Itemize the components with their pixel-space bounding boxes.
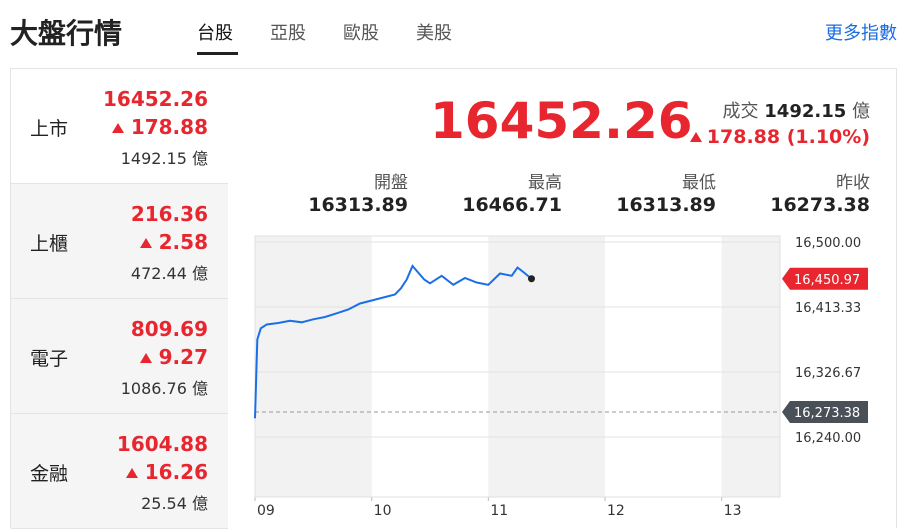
market-price: 809.69 [130,317,208,341]
market-change: 16.26 [125,460,208,484]
last-point [528,275,535,283]
up-arrow [125,468,138,478]
y-tick-label: 16,413.33 [795,301,861,316]
price-line [254,264,533,419]
up-arrow [139,238,152,248]
big-price: 16452.26 [430,92,693,150]
reference-tag [782,400,868,423]
market-change: 9.27 [139,345,208,369]
market-volume: 1086.76 億 [120,379,208,398]
market-change: 178.88 [111,115,208,139]
market-name: 上櫃 [30,233,69,255]
active-tab-underline [197,52,238,55]
market-name: 上市 [30,118,69,140]
up-arrow [139,353,152,363]
market-change: 2.58 [139,230,208,254]
market-price: 16452.26 [102,87,208,111]
up-arrow [689,132,702,142]
stat-value: 16313.89 [616,194,716,216]
price-tag [782,267,868,290]
market-volume: 472.44 億 [130,264,208,283]
x-tick-label: 11 [490,503,508,519]
quote-change: 178.88 (1.10%) [689,126,870,148]
market-price: 216.36 [130,202,208,226]
turnover-label: 成交 [722,101,759,122]
market-name: 金融 [30,463,69,485]
market-change-text: 16.26 [144,460,208,484]
stat-label: 最低 [682,173,716,193]
session-band [488,236,605,497]
market-row [11,299,228,414]
market-change-text: 9.27 [158,345,208,369]
market-volume: 1492.15 億 [120,149,208,168]
price-tag-label: 16,450.97 [794,273,860,288]
market-volume: 25.54 億 [141,494,208,513]
x-tick-label: 12 [607,503,625,519]
market-tab[interactable]: 歐股 [343,23,379,44]
market-price: 1604.88 [116,432,208,456]
x-tick-label: 13 [724,503,742,519]
market-tab[interactable]: 亞股 [270,23,306,44]
stat-value: 16466.71 [462,194,562,216]
market-row [11,414,228,529]
y-tick-label: 16,500.00 [795,236,861,251]
plot-frame [254,235,781,498]
market-name: 電子 [30,348,69,370]
stat-label: 最高 [528,173,562,193]
turnover: 成交 1492.15 億 [723,97,870,123]
session-band [721,236,780,497]
market-change-text: 178.88 [130,115,208,139]
y-tick-label: 16,240.00 [795,431,861,446]
market-change-text: 2.58 [158,230,208,254]
quote-change-text: 178.88 (1.10%) [706,126,870,148]
turnover-value: 1492.15 [764,101,847,122]
stat-label: 昨收 [836,173,870,193]
market-tab[interactable]: 美股 [416,23,452,44]
page-title: 大盤行情 [10,17,123,50]
sidebar-frame [10,68,897,528]
turnover-unit: 億 [852,101,870,122]
reference-tag-label: 16,273.38 [794,406,860,421]
stat-value: 16273.38 [770,194,870,216]
stat-label: 開盤 [374,173,408,193]
more-indices-link[interactable]: 更多指數 [825,23,897,44]
market-tab[interactable]: 台股 [197,23,233,44]
y-tick-label: 16,326.67 [795,366,861,381]
x-tick-label: 09 [257,503,275,519]
market-row [11,184,228,299]
session-band [255,236,372,497]
stat-value: 16313.89 [308,194,408,216]
up-arrow [111,123,124,133]
x-tick-label: 10 [374,503,392,519]
